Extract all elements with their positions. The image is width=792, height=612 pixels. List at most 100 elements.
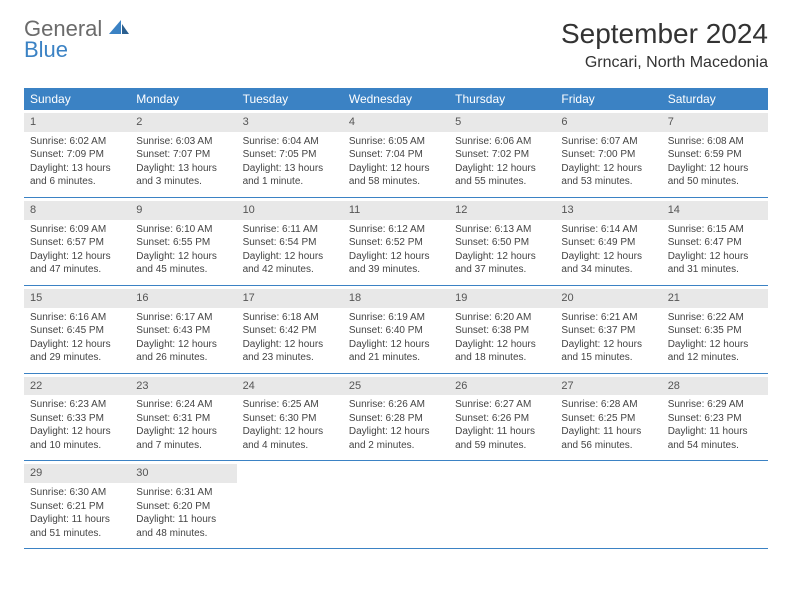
day-number: 12 [449,201,555,220]
weekday-header: Tuesday [237,88,343,110]
day-number: 9 [130,201,236,220]
day-cell: 9 Sunrise: 6:10 AMSunset: 6:55 PMDaylight… [130,198,236,285]
day-details: Sunrise: 6:27 AMSunset: 6:26 PMDaylight:… [455,398,549,452]
day-cell: 22 Sunrise: 6:23 AMSunset: 6:33 PMDayligh… [24,374,130,461]
title-block: September 2024 Grncari, North Macedonia [561,18,768,72]
day-cell: 30Sunrise: 6:31 AMSunset: 6:20 PMDayligh… [130,461,236,548]
calendar: SundayMondayTuesdayWednesdayThursdayFrid… [24,88,768,549]
day-details: Sunrise: 6:26 AMSunset: 6:28 PMDaylight:… [349,398,443,452]
day-number: 17 [237,289,343,308]
weeks-container: 1 Sunrise: 6:02 AMSunset: 7:09 PMDaylight… [24,110,768,549]
day-number: 18 [343,289,449,308]
day-cell: 18 Sunrise: 6:19 AMSunset: 6:40 PMDayligh… [343,286,449,373]
day-details: Sunrise: 6:18 AMSunset: 6:42 PMDaylight:… [243,311,337,365]
day-number: 24 [237,377,343,396]
day-cell: . [449,461,555,548]
day-cell: 3Sunrise: 6:04 AMSunset: 7:05 PMDaylight… [237,110,343,197]
day-details: Sunrise: 6:28 AMSunset: 6:25 PMDaylight:… [561,398,655,452]
week-row: 29Sunrise: 6:30 AMSunset: 6:21 PMDayligh… [24,461,768,549]
weekday-header: Monday [130,88,236,110]
logo-text-block: General Blue [24,18,129,61]
day-cell: 12Sunrise: 6:13 AMSunset: 6:50 PMDayligh… [449,198,555,285]
day-details: Sunrise: 6:11 AMSunset: 6:54 PMDaylight:… [243,223,337,277]
day-cell: 10Sunrise: 6:11 AMSunset: 6:54 PMDayligh… [237,198,343,285]
day-details: Sunrise: 6:29 AMSunset: 6:23 PMDaylight:… [668,398,762,452]
weekday-header: Wednesday [343,88,449,110]
day-details: Sunrise: 6:20 AMSunset: 6:38 PMDaylight:… [455,311,549,365]
day-number: 5 [449,113,555,132]
week-row: 15Sunrise: 6:16 AMSunset: 6:45 PMDayligh… [24,286,768,374]
day-number: 14 [662,201,768,220]
day-cell: 23 Sunrise: 6:24 AMSunset: 6:31 PMDayligh… [130,374,236,461]
day-number: 28 [662,377,768,396]
day-details: Sunrise: 6:02 AMSunset: 7:09 PMDaylight:… [30,135,124,189]
day-cell: 7 Sunrise: 6:08 AMSunset: 6:59 PMDaylight… [662,110,768,197]
day-cell: 21 Sunrise: 6:22 AMSunset: 6:35 PMDayligh… [662,286,768,373]
day-cell: 28 Sunrise: 6:29 AMSunset: 6:23 PMDayligh… [662,374,768,461]
weekday-header: Thursday [449,88,555,110]
day-number: 7 [662,113,768,132]
week-row: 22 Sunrise: 6:23 AMSunset: 6:33 PMDayligh… [24,374,768,462]
day-details: Sunrise: 6:14 AMSunset: 6:49 PMDaylight:… [561,223,655,277]
month-title: September 2024 [561,18,768,50]
week-row: 1 Sunrise: 6:02 AMSunset: 7:09 PMDaylight… [24,110,768,198]
day-number: 23 [130,377,236,396]
day-number: 2 [130,113,236,132]
day-details: Sunrise: 6:07 AMSunset: 7:00 PMDaylight:… [561,135,655,189]
day-details: Sunrise: 6:24 AMSunset: 6:31 PMDaylight:… [136,398,230,452]
day-details: Sunrise: 6:19 AMSunset: 6:40 PMDaylight:… [349,311,443,365]
day-details: Sunrise: 6:09 AMSunset: 6:57 PMDaylight:… [30,223,124,277]
day-details: Sunrise: 6:08 AMSunset: 6:59 PMDaylight:… [668,135,762,189]
day-cell: 15Sunrise: 6:16 AMSunset: 6:45 PMDayligh… [24,286,130,373]
week-row: 8 Sunrise: 6:09 AMSunset: 6:57 PMDaylight… [24,198,768,286]
day-details: Sunrise: 6:12 AMSunset: 6:52 PMDaylight:… [349,223,443,277]
day-details: Sunrise: 6:17 AMSunset: 6:43 PMDaylight:… [136,311,230,365]
day-cell: 26 Sunrise: 6:27 AMSunset: 6:26 PMDayligh… [449,374,555,461]
day-cell: . [237,461,343,548]
weekday-header: Saturday [662,88,768,110]
day-cell: 1 Sunrise: 6:02 AMSunset: 7:09 PMDaylight… [24,110,130,197]
day-number: 20 [555,289,661,308]
day-cell: 29Sunrise: 6:30 AMSunset: 6:21 PMDayligh… [24,461,130,548]
day-cell: . [662,461,768,548]
day-number: 16 [130,289,236,308]
day-details: Sunrise: 6:22 AMSunset: 6:35 PMDaylight:… [668,311,762,365]
weekday-header: Sunday [24,88,130,110]
day-cell: 5Sunrise: 6:06 AMSunset: 7:02 PMDaylight… [449,110,555,197]
weekday-header: Friday [555,88,661,110]
day-cell: . [343,461,449,548]
day-details: Sunrise: 6:15 AMSunset: 6:47 PMDaylight:… [668,223,762,277]
weekday-row: SundayMondayTuesdayWednesdayThursdayFrid… [24,88,768,110]
day-number: 21 [662,289,768,308]
day-cell: 4 Sunrise: 6:05 AMSunset: 7:04 PMDaylight… [343,110,449,197]
day-number: 15 [24,289,130,308]
day-details: Sunrise: 6:21 AMSunset: 6:37 PMDaylight:… [561,311,655,365]
day-details: Sunrise: 6:03 AMSunset: 7:07 PMDaylight:… [136,135,230,189]
day-number: 27 [555,377,661,396]
day-cell: 19 Sunrise: 6:20 AMSunset: 6:38 PMDayligh… [449,286,555,373]
day-cell: 14 Sunrise: 6:15 AMSunset: 6:47 PMDayligh… [662,198,768,285]
day-cell: 11 Sunrise: 6:12 AMSunset: 6:52 PMDayligh… [343,198,449,285]
day-number: 4 [343,113,449,132]
day-number: 26 [449,377,555,396]
day-number: 11 [343,201,449,220]
day-number: 8 [24,201,130,220]
day-cell: 8 Sunrise: 6:09 AMSunset: 6:57 PMDaylight… [24,198,130,285]
day-number: 1 [24,113,130,132]
day-cell: 17 Sunrise: 6:18 AMSunset: 6:42 PMDayligh… [237,286,343,373]
day-cell: 27 Sunrise: 6:28 AMSunset: 6:25 PMDayligh… [555,374,661,461]
day-cell: 20 Sunrise: 6:21 AMSunset: 6:37 PMDayligh… [555,286,661,373]
day-cell: 24Sunrise: 6:25 AMSunset: 6:30 PMDayligh… [237,374,343,461]
day-number: 29 [24,464,130,483]
location: Grncari, North Macedonia [561,54,768,72]
day-cell: 25Sunrise: 6:26 AMSunset: 6:28 PMDayligh… [343,374,449,461]
day-number: 6 [555,113,661,132]
day-number: 19 [449,289,555,308]
day-number: 22 [24,377,130,396]
day-details: Sunrise: 6:05 AMSunset: 7:04 PMDaylight:… [349,135,443,189]
header: General Blue September 2024 Grncari, Nor… [24,18,768,72]
day-details: Sunrise: 6:23 AMSunset: 6:33 PMDaylight:… [30,398,124,452]
day-details: Sunrise: 6:04 AMSunset: 7:05 PMDaylight:… [243,135,337,189]
day-cell: . [555,461,661,548]
day-details: Sunrise: 6:10 AMSunset: 6:55 PMDaylight:… [136,223,230,277]
